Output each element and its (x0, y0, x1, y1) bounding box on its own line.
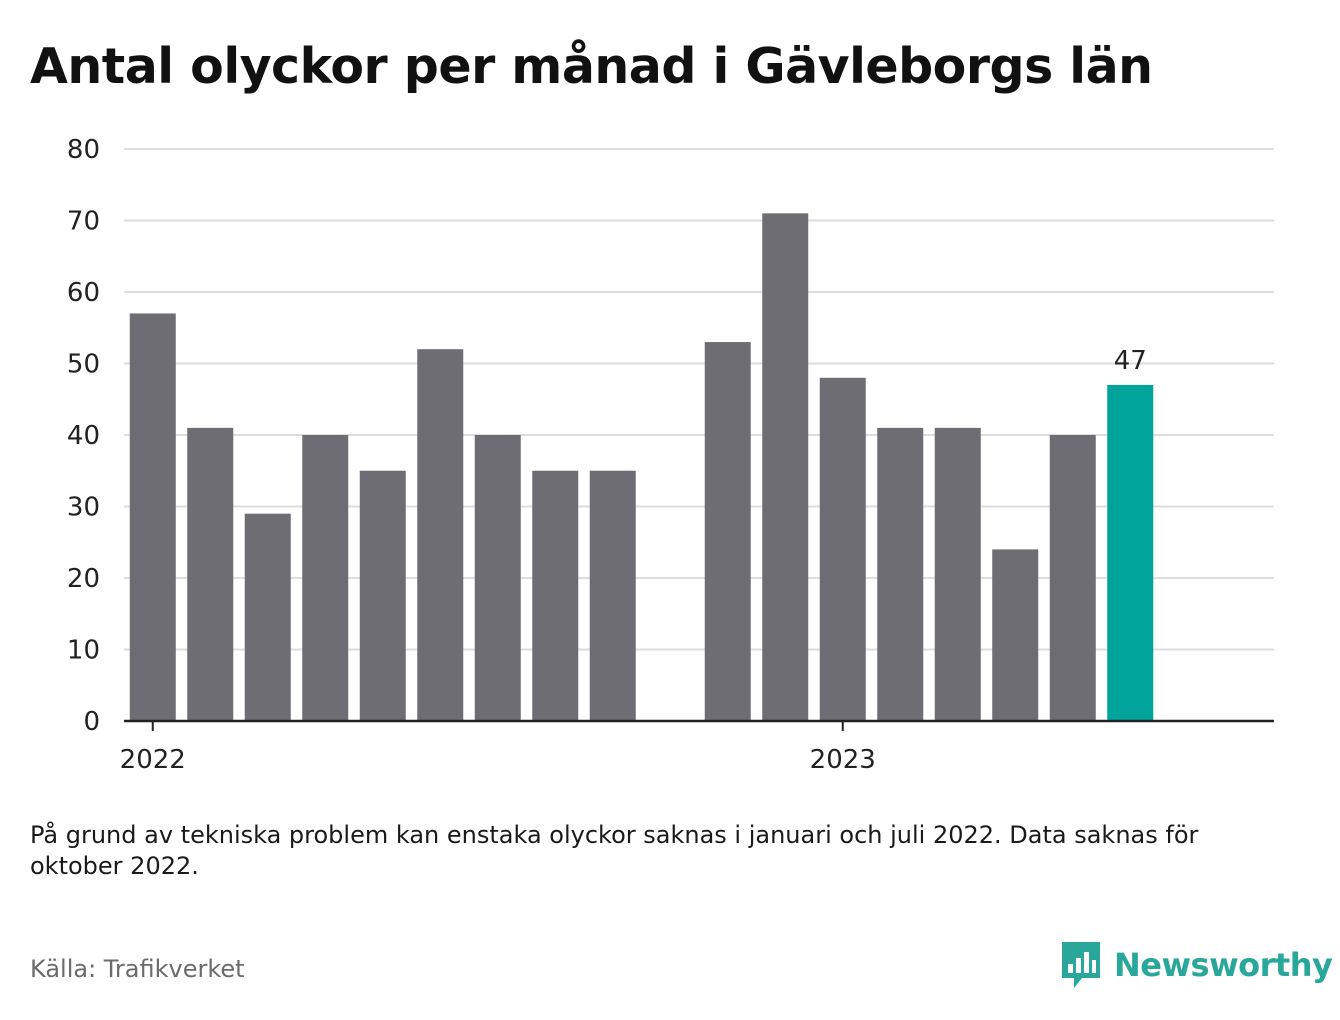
highlight-bar (1107, 384, 1154, 721)
bar (417, 349, 464, 721)
bar (704, 342, 751, 721)
bar (934, 427, 981, 721)
x-tick-label: 2023 (810, 745, 876, 775)
bar (302, 435, 349, 721)
y-tick-label: 30 (67, 493, 100, 523)
bar (992, 549, 1039, 721)
y-tick-label: 20 (67, 564, 100, 594)
chart-note: På grund av tekniska problem kan enstaka… (30, 821, 1199, 880)
newsworthy-logo: Newsworthy (1060, 940, 1333, 990)
x-tick-label: 2022 (120, 745, 186, 775)
bar (1049, 435, 1096, 721)
bar-chart-logo-icon (1062, 942, 1100, 988)
bar (819, 377, 866, 721)
y-tick-label: 0 (83, 707, 100, 737)
y-tick-label: 60 (67, 278, 100, 308)
bar (589, 470, 636, 721)
bar (129, 313, 176, 721)
y-tick-label: 40 (67, 421, 100, 451)
bar (244, 513, 291, 721)
bar-chart: 0 10 20 30 40 50 60 70 80 47 2022 2023 (67, 135, 1274, 775)
bar (877, 427, 924, 721)
brand-name: Newsworthy (1114, 946, 1333, 984)
bar (532, 470, 579, 721)
bar (474, 435, 521, 721)
data-label: 47 (1114, 346, 1147, 376)
y-tick-label: 50 (67, 350, 100, 380)
bar (762, 213, 809, 721)
y-tick-label: 70 (67, 207, 100, 237)
bar (187, 427, 234, 721)
y-tick-label: 80 (67, 135, 100, 165)
chart-title: Antal olyckor per månad i Gävleborgs län (30, 38, 1153, 95)
source-label: Källa: Trafikverket (30, 955, 245, 983)
bar (359, 470, 406, 721)
y-tick-label: 10 (67, 636, 100, 666)
